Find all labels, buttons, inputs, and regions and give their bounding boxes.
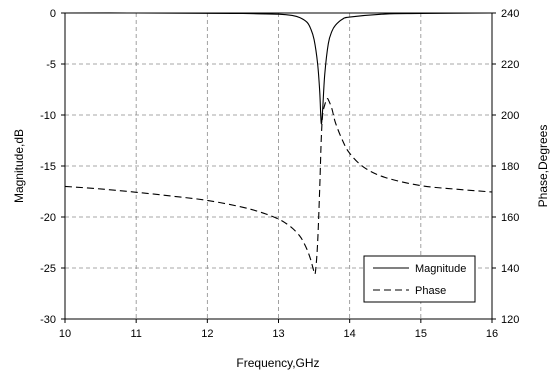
x-tick-label: 16 bbox=[486, 328, 498, 340]
x-tick-label: 15 bbox=[415, 328, 427, 340]
y-right-tick-label: 200 bbox=[501, 110, 519, 122]
x-tick-label: 10 bbox=[59, 328, 71, 340]
y-left-tick-label: 0 bbox=[50, 8, 56, 20]
legend-box bbox=[363, 255, 476, 303]
y-axis-right-title: Phase,Degrees bbox=[536, 125, 550, 208]
y-right-tick-label: 240 bbox=[501, 8, 519, 20]
y-left-tick-label: -20 bbox=[40, 212, 56, 224]
y-left-tick-label: -5 bbox=[46, 59, 56, 71]
y-right-tick-label: 180 bbox=[501, 161, 519, 173]
tick-labels: 10 11 12 13 14 15 160-5-10-15-20-25-3024022020… bbox=[40, 8, 519, 340]
x-axis-title: Frequency,GHz bbox=[236, 356, 319, 370]
series-line-phase bbox=[64, 97, 493, 275]
legend-phase-label: Phase bbox=[415, 285, 446, 297]
series-layer bbox=[64, 12, 493, 275]
legend-magnitude-label: Magnitude bbox=[415, 263, 466, 275]
series-line-magnitude bbox=[64, 12, 493, 125]
y-left-tick-label: -15 bbox=[40, 161, 56, 173]
y-right-tick-label: 120 bbox=[501, 314, 519, 326]
y-right-tick-label: 220 bbox=[501, 59, 519, 71]
y-left-tick-label: -30 bbox=[40, 314, 56, 326]
y-left-tick-label: -10 bbox=[40, 110, 56, 122]
ticks bbox=[61, 12, 496, 323]
y-right-tick-label: 140 bbox=[501, 263, 519, 275]
x-tick-label: 13 bbox=[272, 328, 284, 340]
y-right-tick-label: 160 bbox=[501, 212, 519, 224]
x-tick-label: 14 bbox=[344, 328, 356, 340]
x-tick-label: 12 bbox=[201, 328, 213, 340]
y-left-tick-label: -25 bbox=[40, 263, 56, 275]
y-axis-left-title: Magnitude,dB bbox=[12, 129, 26, 203]
x-tick-label: 11 bbox=[130, 328, 141, 340]
legend: Magnitude Phase bbox=[363, 255, 476, 303]
